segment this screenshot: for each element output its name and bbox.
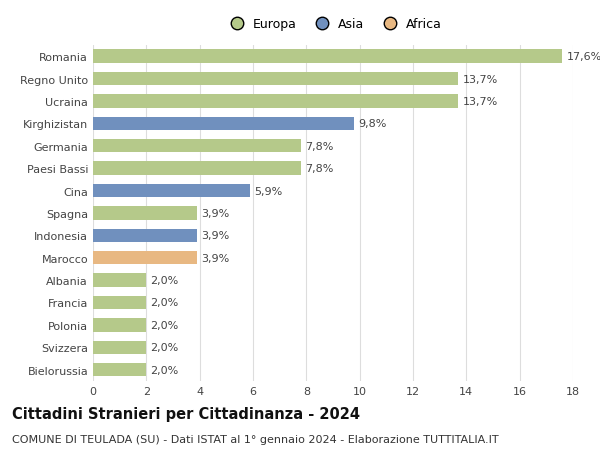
- Text: 9,8%: 9,8%: [358, 119, 387, 129]
- Text: 13,7%: 13,7%: [463, 97, 497, 107]
- Bar: [93, 229, 197, 242]
- Text: 3,9%: 3,9%: [201, 231, 229, 241]
- Bar: [93, 185, 250, 198]
- Bar: [93, 319, 146, 332]
- Bar: [93, 207, 197, 220]
- Legend: Europa, Asia, Africa: Europa, Asia, Africa: [220, 13, 446, 36]
- Bar: [93, 95, 458, 108]
- Text: 7,8%: 7,8%: [305, 164, 334, 174]
- Text: 2,0%: 2,0%: [151, 275, 179, 285]
- Text: COMUNE DI TEULADA (SU) - Dati ISTAT al 1° gennaio 2024 - Elaborazione TUTTITALIA: COMUNE DI TEULADA (SU) - Dati ISTAT al 1…: [12, 434, 499, 444]
- Bar: [93, 118, 355, 131]
- Text: 17,6%: 17,6%: [566, 52, 600, 62]
- Bar: [93, 50, 562, 64]
- Text: 2,0%: 2,0%: [151, 320, 179, 330]
- Bar: [93, 363, 146, 376]
- Text: 2,0%: 2,0%: [151, 298, 179, 308]
- Text: Cittadini Stranieri per Cittadinanza - 2024: Cittadini Stranieri per Cittadinanza - 2…: [12, 406, 360, 421]
- Text: 2,0%: 2,0%: [151, 342, 179, 353]
- Bar: [93, 274, 146, 287]
- Bar: [93, 73, 458, 86]
- Bar: [93, 162, 301, 175]
- Text: 5,9%: 5,9%: [254, 186, 283, 196]
- Text: 13,7%: 13,7%: [463, 74, 497, 84]
- Bar: [93, 252, 197, 265]
- Bar: [93, 140, 301, 153]
- Bar: [93, 341, 146, 354]
- Text: 7,8%: 7,8%: [305, 141, 334, 151]
- Bar: [93, 296, 146, 309]
- Text: 2,0%: 2,0%: [151, 365, 179, 375]
- Text: 3,9%: 3,9%: [201, 208, 229, 218]
- Text: 3,9%: 3,9%: [201, 253, 229, 263]
